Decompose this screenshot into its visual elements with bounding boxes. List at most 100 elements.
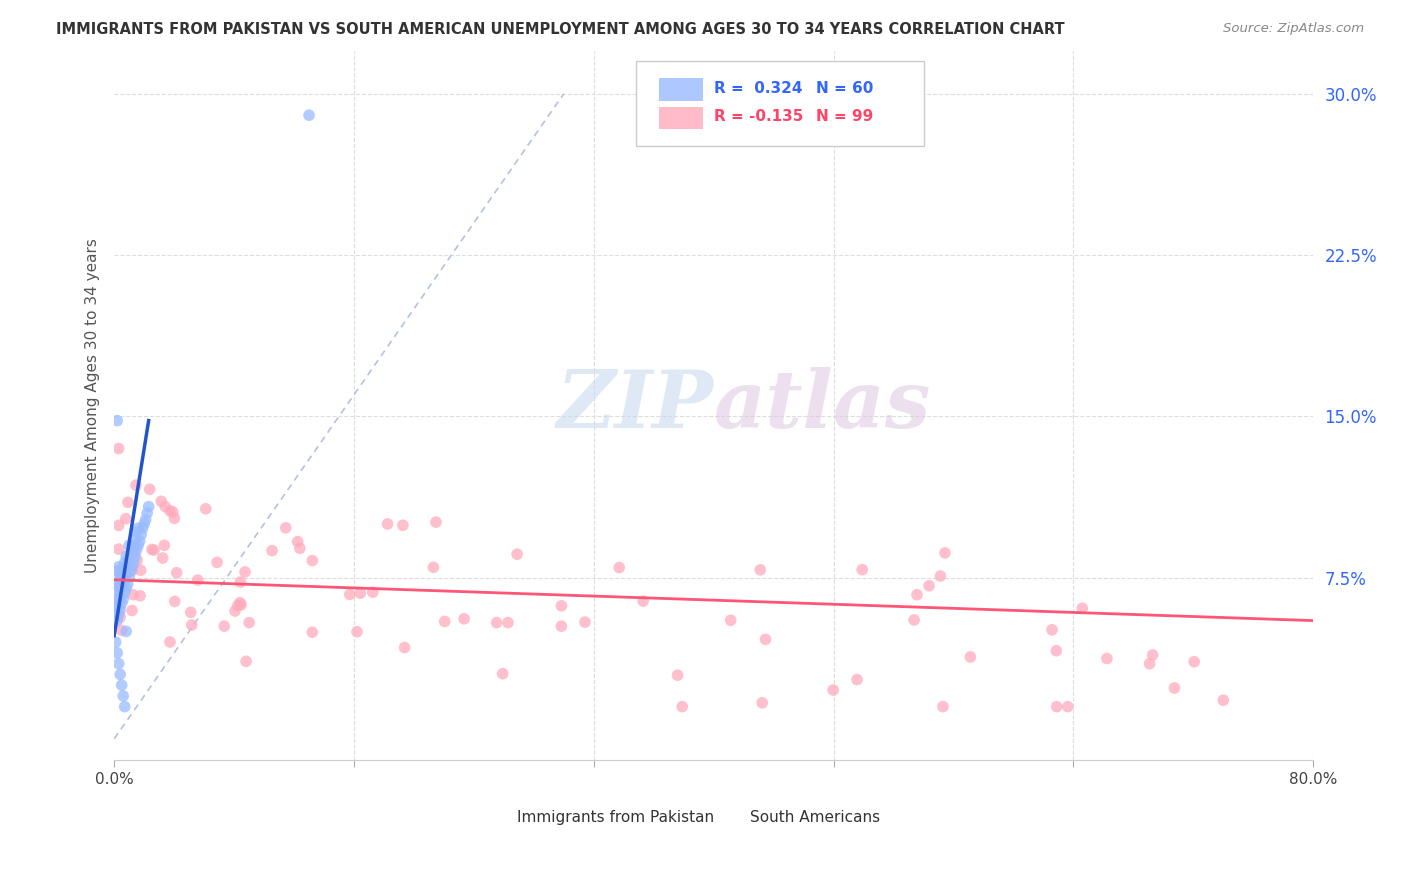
Point [1056, 699, 1078, 714]
Point [104, 592, 127, 607]
Point [851, 563, 873, 577]
Point [115, 624, 138, 639]
Point [111, 596, 134, 610]
FancyBboxPatch shape [636, 62, 924, 146]
Point [105, 564, 128, 578]
Point [574, 615, 596, 629]
Point [166, 566, 188, 580]
Point [932, 699, 955, 714]
Point [120, 564, 142, 578]
Point [180, 618, 202, 632]
Point [959, 649, 981, 664]
Point [108, 585, 131, 599]
Point [229, 596, 252, 610]
Point [128, 534, 150, 549]
Point [141, 542, 163, 557]
Point [122, 588, 145, 602]
Point [127, 538, 149, 552]
Point [117, 577, 139, 591]
Text: Source: ZipAtlas.com: Source: ZipAtlas.com [1223, 22, 1364, 36]
Point [720, 613, 742, 627]
Point [134, 516, 156, 531]
Point [107, 518, 129, 533]
Point [107, 574, 129, 589]
Point [1095, 651, 1118, 665]
Point [1040, 623, 1063, 637]
Point [823, 683, 845, 698]
Point [136, 506, 159, 520]
Text: atlas: atlas [714, 367, 931, 444]
Point [125, 478, 148, 492]
Point [229, 575, 252, 590]
Point [114, 585, 136, 599]
Point [1212, 693, 1234, 707]
Point [301, 625, 323, 640]
Point [155, 500, 177, 514]
Point [260, 543, 283, 558]
Point [111, 576, 134, 591]
Point [114, 699, 136, 714]
Point [112, 577, 135, 591]
Point [127, 521, 149, 535]
Text: ZIP: ZIP [557, 367, 714, 444]
FancyBboxPatch shape [755, 791, 799, 814]
Point [122, 538, 145, 552]
Point [298, 108, 321, 122]
Point [122, 556, 145, 570]
Point [846, 673, 869, 687]
Point [1071, 601, 1094, 615]
Point [112, 689, 135, 703]
Point [111, 582, 134, 596]
Point [117, 559, 139, 574]
Point [118, 538, 141, 552]
Point [105, 582, 128, 596]
Point [112, 559, 135, 574]
Text: Immigrants from Pakistan: Immigrants from Pakistan [516, 810, 714, 825]
Point [111, 678, 134, 692]
Point [1139, 657, 1161, 671]
Point [138, 483, 160, 497]
Point [108, 667, 131, 681]
Point [107, 442, 129, 456]
Point [918, 579, 941, 593]
Point [127, 553, 149, 567]
Text: IMMIGRANTS FROM PAKISTAN VS SOUTH AMERICAN UNEMPLOYMENT AMONG AGES 30 TO 34 YEAR: IMMIGRANTS FROM PAKISTAN VS SOUTH AMERIC… [56, 22, 1064, 37]
Point [631, 594, 654, 608]
Point [121, 542, 143, 557]
Point [903, 613, 925, 627]
Point [1045, 644, 1067, 658]
Point [205, 555, 228, 569]
Point [125, 525, 148, 540]
Point [377, 516, 399, 531]
Text: R =  0.324: R = 0.324 [714, 81, 803, 95]
Point [112, 592, 135, 607]
Text: South Americans: South Americans [749, 810, 880, 825]
Point [187, 573, 209, 587]
Point [496, 615, 519, 630]
FancyBboxPatch shape [658, 78, 703, 101]
Point [550, 599, 572, 613]
Point [301, 553, 323, 567]
Point [129, 589, 152, 603]
Point [110, 610, 132, 624]
Point [671, 699, 693, 714]
Point [754, 632, 776, 647]
Point [550, 619, 572, 633]
Point [349, 586, 371, 600]
Point [107, 607, 129, 622]
Point [152, 551, 174, 566]
Point [361, 585, 384, 599]
Point [108, 571, 131, 585]
Point [131, 521, 153, 535]
Point [751, 696, 773, 710]
Point [226, 599, 249, 613]
FancyBboxPatch shape [586, 791, 631, 814]
Point [107, 565, 129, 579]
Point [288, 541, 311, 556]
Point [392, 518, 415, 533]
Point [233, 565, 256, 579]
Point [135, 512, 157, 526]
Point [121, 559, 143, 574]
Point [105, 646, 128, 660]
Point [506, 547, 529, 561]
